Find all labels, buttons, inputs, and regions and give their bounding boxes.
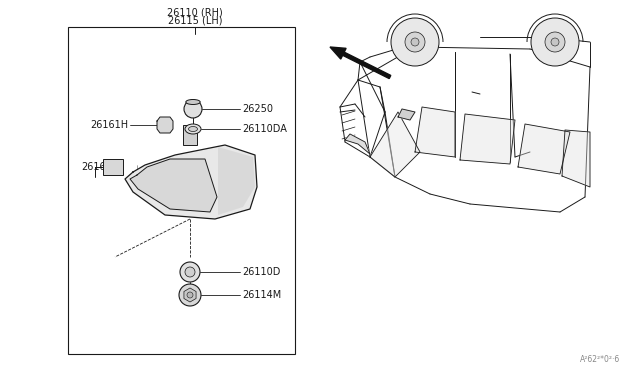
Text: 26161H: 26161H: [90, 120, 128, 130]
Text: 26110 (RH): 26110 (RH): [167, 7, 223, 17]
Bar: [103, 159, 123, 175]
Polygon shape: [345, 134, 370, 154]
Circle shape: [391, 18, 439, 66]
Text: 26115 (LH): 26115 (LH): [168, 15, 222, 25]
Circle shape: [411, 38, 419, 46]
Polygon shape: [562, 130, 590, 187]
Circle shape: [531, 18, 579, 66]
FancyArrow shape: [330, 47, 391, 78]
Ellipse shape: [185, 124, 201, 134]
Polygon shape: [218, 147, 255, 215]
Circle shape: [179, 284, 201, 306]
Polygon shape: [130, 159, 217, 212]
Polygon shape: [398, 109, 415, 120]
Bar: [68, 27, 295, 354]
Text: 26110D: 26110D: [242, 267, 280, 277]
Circle shape: [184, 100, 202, 118]
Text: 26110DA: 26110DA: [242, 124, 287, 134]
Circle shape: [405, 32, 425, 52]
Polygon shape: [460, 114, 515, 164]
Ellipse shape: [186, 99, 200, 105]
Text: 26114M: 26114M: [242, 290, 281, 300]
Circle shape: [551, 38, 559, 46]
Text: 26160D: 26160D: [81, 162, 120, 172]
Ellipse shape: [189, 126, 198, 131]
Text: A²62²*0²·6: A²62²*0²·6: [580, 355, 620, 364]
Circle shape: [180, 262, 200, 282]
Polygon shape: [157, 117, 173, 133]
Polygon shape: [370, 112, 420, 177]
Polygon shape: [518, 124, 570, 174]
Polygon shape: [125, 145, 257, 219]
Polygon shape: [415, 107, 455, 157]
Circle shape: [185, 267, 195, 277]
Circle shape: [545, 32, 565, 52]
Circle shape: [187, 292, 193, 298]
Text: 26250: 26250: [242, 104, 273, 114]
Bar: [183, 125, 197, 145]
